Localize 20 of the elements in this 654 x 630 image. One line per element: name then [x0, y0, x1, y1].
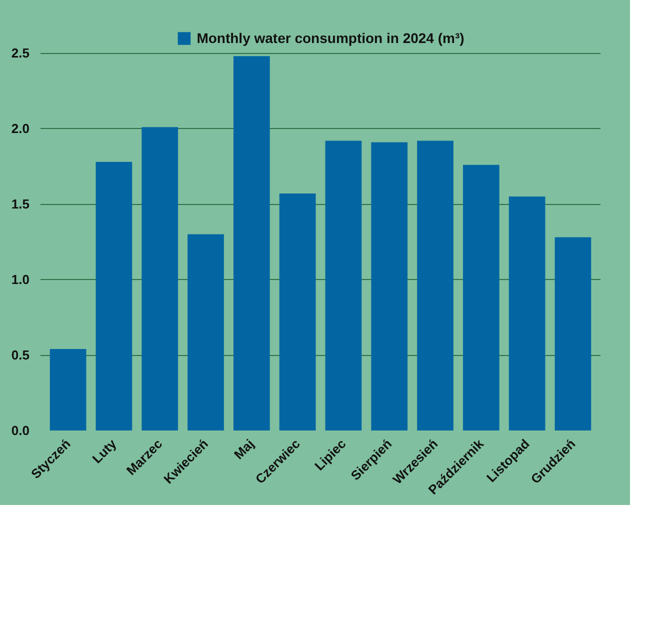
y-tick-label: 0.5	[11, 348, 30, 363]
y-tick-label: 1.5	[11, 196, 30, 212]
bar	[371, 142, 408, 430]
bar	[50, 348, 86, 430]
bar	[508, 196, 546, 430]
bar	[462, 164, 500, 430]
bar	[96, 162, 132, 430]
y-tick-label: 0.0	[11, 423, 30, 438]
bar	[554, 237, 592, 430]
bar	[279, 194, 316, 430]
bar	[325, 140, 362, 430]
y-tick-label: 2.0	[11, 121, 30, 136]
legend-label: Monthly water consumption in 2024 (m³)	[196, 30, 464, 46]
y-tick-label: 1.0	[11, 272, 30, 288]
bar	[417, 140, 454, 430]
bar	[233, 56, 270, 430]
y-tick-label: 2.5	[11, 46, 30, 61]
x-tick-label: Maj	[231, 436, 257, 462]
bar	[142, 127, 178, 430]
bar	[188, 234, 224, 430]
